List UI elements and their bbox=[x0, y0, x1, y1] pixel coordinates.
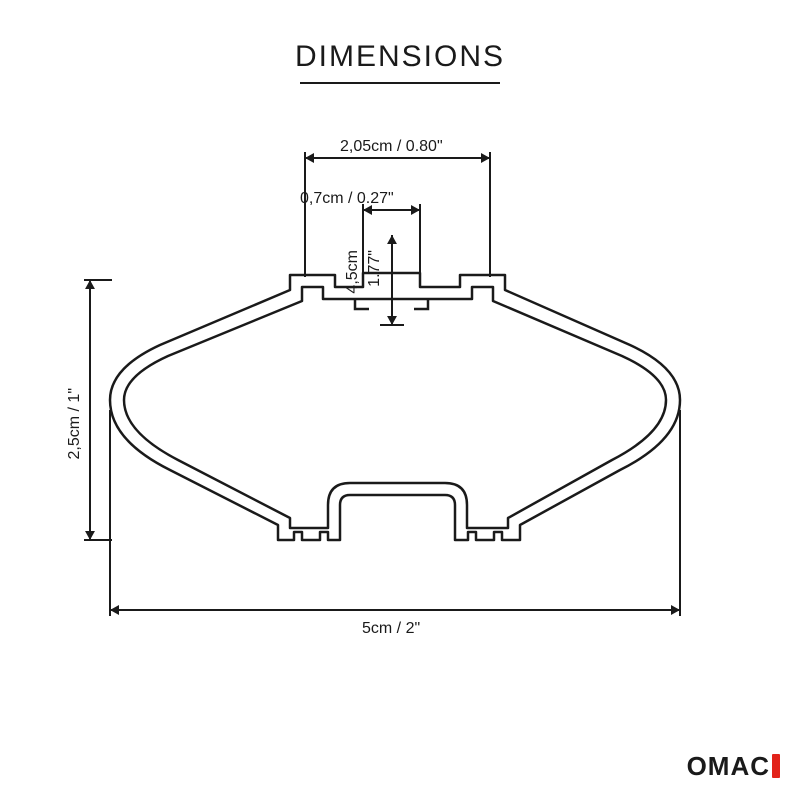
dim-depth-label-2: 1.77" bbox=[366, 250, 384, 287]
dim-slot-label: 0,7cm / 0.27" bbox=[300, 190, 394, 208]
brand-logo: OMAC bbox=[687, 751, 780, 782]
dim-height-label: 2,5cm / 1" bbox=[66, 388, 84, 459]
dim-width-label: 5cm / 2" bbox=[362, 620, 420, 638]
dimension-diagram-page: { "title": "DIMENSIONS", "brand": "OMAC"… bbox=[0, 0, 800, 800]
dimension-drawing bbox=[0, 0, 800, 800]
brand-accent-icon bbox=[772, 754, 780, 778]
brand-text: OMAC bbox=[687, 751, 770, 781]
dim-channel-label: 2,05cm / 0.80" bbox=[340, 138, 443, 156]
dim-depth-label-1: 4,5cm bbox=[344, 250, 362, 294]
